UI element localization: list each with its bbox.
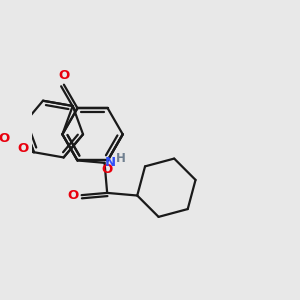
- Text: O: O: [17, 142, 28, 155]
- Text: O: O: [58, 69, 70, 82]
- Text: N: N: [105, 156, 116, 169]
- Text: O: O: [101, 164, 113, 176]
- Text: O: O: [68, 189, 79, 202]
- Text: O: O: [0, 132, 10, 145]
- Text: H: H: [116, 152, 125, 165]
